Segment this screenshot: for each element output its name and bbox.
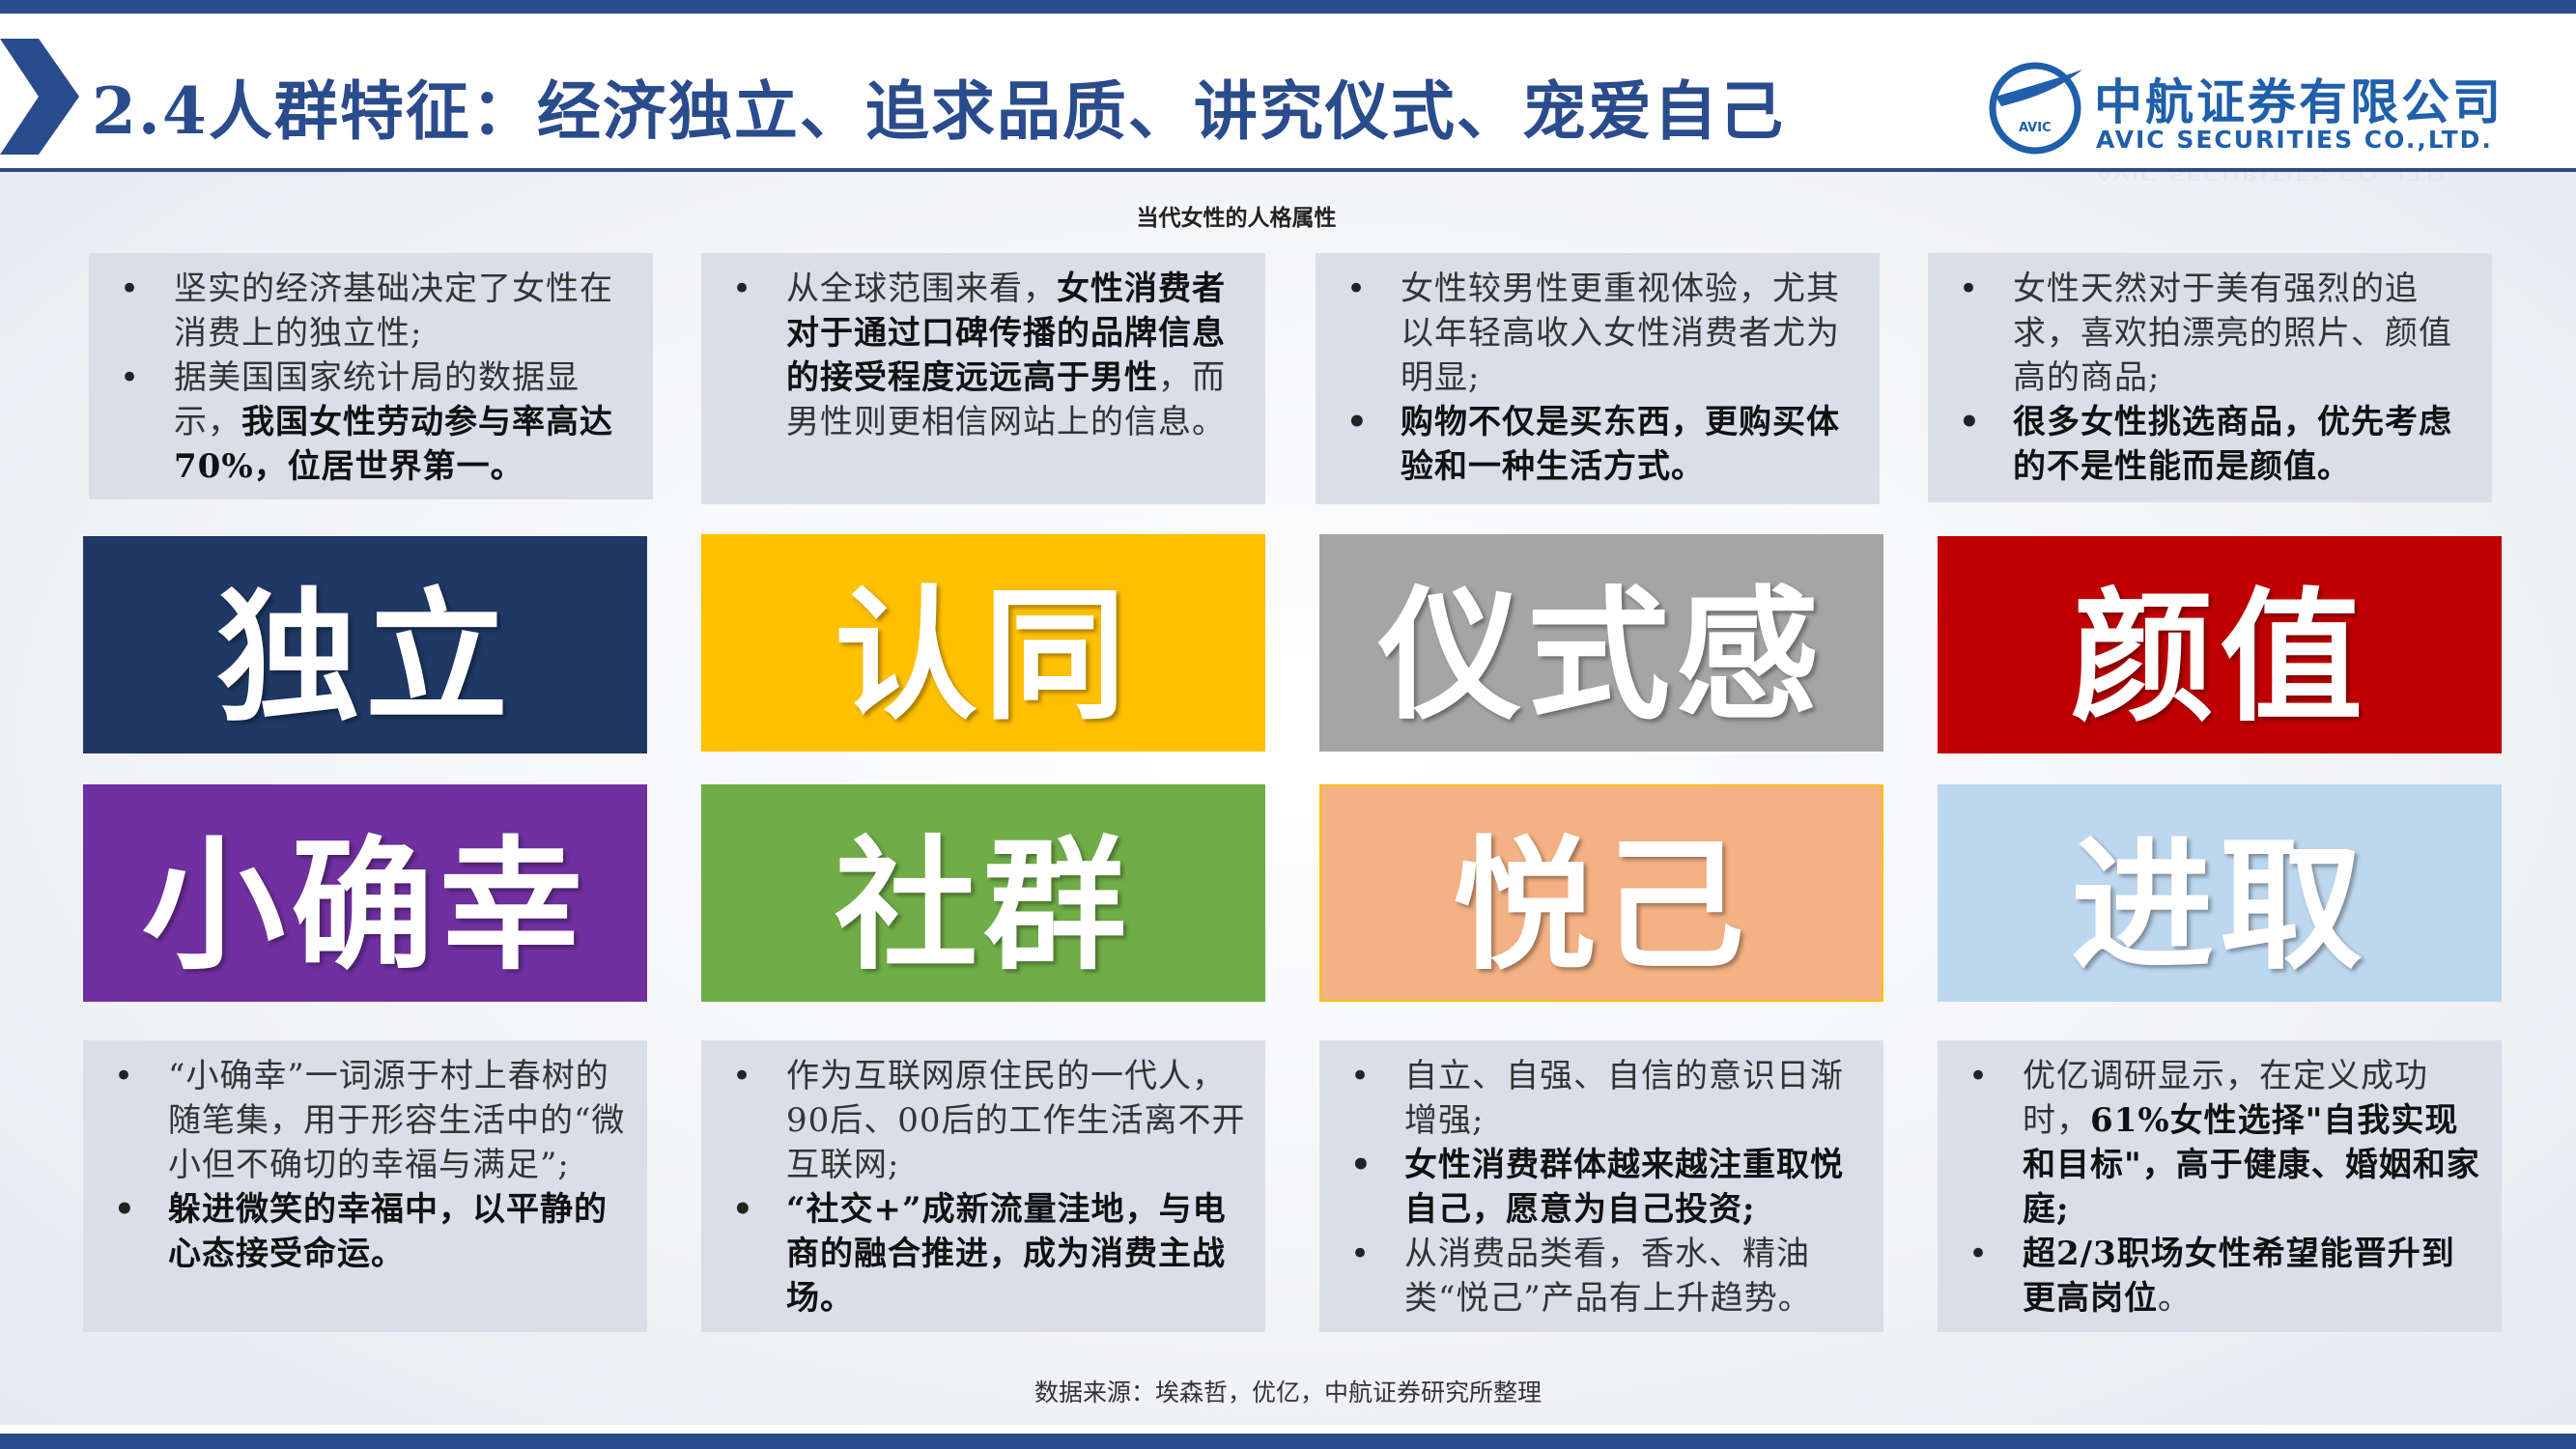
note-item: 从消费品类看，香水、精油类“悦己”产品有上升趋势。: [1350, 1232, 1864, 1321]
note-item: “社交+”成新流量洼地，与电商的融合推进，成为消费主战场。: [732, 1187, 1246, 1321]
note-item: 女性消费群体越来越注重取悦自己，愿意为自己投资;: [1350, 1143, 1864, 1232]
header-divider: [0, 168, 2576, 172]
card-appearance: 颜值: [1938, 536, 2502, 753]
bottom-border: [0, 1434, 2576, 1449]
note-ambition: 优亿调研显示，在定义成功时，61%女性选择"自我实现和目标"，高于健康、婚姻和家…: [1938, 1040, 2502, 1332]
note-item: 女性较男性更重视体验，尤其以年轻高收入女性消费者尤为明显;: [1346, 267, 1860, 400]
card-small-happiness: 小确幸: [83, 784, 647, 1002]
note-item: 自立、自强、自信的意识日渐增强;: [1350, 1054, 1864, 1143]
note-item: 作为互联网原住民的一代人，90后、00后的工作生活离不开互联网;: [732, 1054, 1246, 1187]
avic-logo-icon: AVIC: [1989, 62, 2082, 155]
title-arrow-icon: [0, 39, 79, 155]
card-independence: 独立: [83, 536, 647, 753]
top-border: [0, 0, 2576, 14]
card-recognition: 认同: [701, 534, 1265, 752]
logo-name-cn: 中航证券有限公司: [2094, 74, 2504, 130]
note-item: 坚实的经济基础决定了女性在消费上的独立性;: [120, 267, 634, 355]
note-item: “小确幸”一词源于村上春树的随笔集，用于形容生活中的“微小但不确切的幸福与满足”…: [114, 1054, 628, 1187]
note-item: 很多女性挑选商品，优先考虑的不是性能而是颜值。: [1959, 400, 2473, 489]
note-self-pleasing: 自立、自强、自信的意识日渐增强; 女性消费群体越来越注重取悦自己，愿意为自己投资…: [1319, 1040, 1883, 1332]
card-self-pleasing: 悦己: [1319, 784, 1883, 1002]
logo-badge: AVIC: [2019, 121, 2052, 135]
note-appearance: 女性天然对于美有强烈的追求，喜欢拍漂亮的照片、颜值高的商品; 很多女性挑选商品，…: [1928, 253, 2492, 502]
logo-name-en: AVIC SECURITIES CO.,LTD.: [2096, 126, 2493, 154]
page-title: 2.4人群特征：经济独立、追求品质、讲究仪式、宠爱自己: [92, 73, 1785, 149]
note-recognition: 从全球范围来看，女性消费者对于通过口碑传播的品牌信息的接受程度远远高于男性，而男…: [701, 253, 1265, 504]
note-independence: 坚实的经济基础决定了女性在消费上的独立性; 据美国国家统计局的数据显示，我国女性…: [89, 253, 653, 499]
note-item: 据美国国家统计局的数据显示，我国女性劳动参与率高达70%，位居世界第一。: [120, 355, 634, 489]
note-item: 躲进微笑的幸福中，以平静的心态接受命运。: [114, 1187, 628, 1276]
note-item: 购物不仅是买东西，更购买体验和一种生活方式。: [1346, 400, 1860, 489]
note-small-happiness: “小确幸”一词源于村上春树的随笔集，用于形容生活中的“微小但不确切的幸福与满足”…: [83, 1040, 647, 1332]
card-ambition: 进取: [1938, 784, 2502, 1002]
note-item: 从全球范围来看，女性消费者对于通过口碑传播的品牌信息的接受程度远远高于男性，而男…: [732, 267, 1246, 444]
figure-title: 当代女性的人格属性: [1136, 205, 1337, 231]
card-ritual: 仪式感: [1319, 534, 1883, 752]
note-item: 超2/3职场女性希望能晋升到更高岗位。: [1968, 1232, 2482, 1321]
card-community: 社群: [701, 784, 1265, 1002]
note-item: 优亿调研显示，在定义成功时，61%女性选择"自我实现和目标"，高于健康、婚姻和家…: [1968, 1054, 2482, 1232]
note-community: 作为互联网原住民的一代人，90后、00后的工作生活离不开互联网; “社交+”成新…: [701, 1040, 1265, 1332]
company-logo: AVIC 中航证券有限公司 AVIC SECURITIES CO.,LTD.: [1978, 50, 2519, 164]
source-note: 数据来源：埃森哲，优亿，中航证券研究所整理: [1033, 1378, 1542, 1406]
note-item: 女性天然对于美有强烈的追求，喜欢拍漂亮的照片、颜值高的商品;: [1959, 267, 2473, 400]
note-ritual: 女性较男性更重视体验，尤其以年轻高收入女性消费者尤为明显; 购物不仅是买东西，更…: [1316, 253, 1880, 504]
